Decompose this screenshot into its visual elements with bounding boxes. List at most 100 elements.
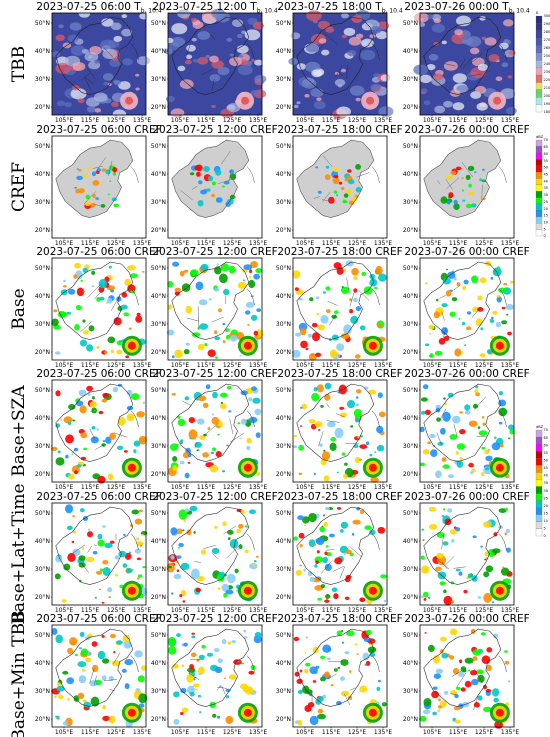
x-tick-label: 105°E xyxy=(423,484,441,491)
echo-cell xyxy=(504,532,508,536)
echo-cell xyxy=(217,433,220,436)
echo-cell xyxy=(492,548,501,554)
echo-cell xyxy=(175,528,183,535)
echo-cell xyxy=(196,449,199,452)
map-panel xyxy=(419,624,515,729)
colorbar-label: 50 xyxy=(544,458,548,462)
colorbar-label: 5 xyxy=(544,227,546,231)
panel-title: 2023-07-25 06:00 CREF xyxy=(36,246,161,258)
y-tick-label: 50°N xyxy=(151,632,166,639)
echo-cell xyxy=(326,309,331,314)
echo-cell xyxy=(340,521,349,529)
coastline xyxy=(371,166,380,183)
echo-cell xyxy=(73,447,79,452)
province-border xyxy=(443,556,455,568)
echo-cell xyxy=(244,525,248,528)
echo-cell xyxy=(123,312,130,317)
y-tick-label: 40°N xyxy=(35,538,50,545)
echo-cell xyxy=(452,415,461,424)
echo-cell xyxy=(98,588,102,591)
echo-cell xyxy=(83,447,88,451)
echo-cell xyxy=(436,552,444,559)
echo-cell xyxy=(484,467,490,471)
echo-cell xyxy=(441,457,447,462)
y-tick-label: 20°N xyxy=(403,104,418,111)
echo-cell xyxy=(238,523,244,529)
echo-cell xyxy=(167,304,173,310)
panel-title: 2023-07-26 00:00 CREF xyxy=(404,246,529,258)
panel-frame xyxy=(292,502,388,606)
province-border xyxy=(188,72,191,75)
echo-cell xyxy=(75,188,80,194)
echo-cell xyxy=(359,444,368,449)
echo-cell xyxy=(170,527,178,535)
echo-cell xyxy=(195,587,201,593)
echo-cell xyxy=(316,550,320,554)
province-border xyxy=(469,53,483,65)
panel-frame xyxy=(167,257,263,361)
echo-cell xyxy=(343,324,352,335)
echo-cell xyxy=(243,264,253,270)
echo-cell xyxy=(223,288,230,296)
coastline xyxy=(246,43,255,60)
echo-cell xyxy=(193,683,200,688)
cloud-patch xyxy=(227,103,241,113)
cloud-patch xyxy=(349,85,365,96)
echo-cell xyxy=(92,550,98,555)
x-tick-label: 135°E xyxy=(249,607,267,614)
echo-cell xyxy=(456,460,463,468)
echo-cell xyxy=(429,332,432,335)
echo-cell xyxy=(443,690,449,695)
y-tick-label: 20°N xyxy=(35,104,50,111)
x-tick-label: 125°E xyxy=(348,729,366,736)
echo-cell xyxy=(138,693,148,704)
country-border xyxy=(171,383,250,462)
echo-cell xyxy=(344,577,351,583)
echo-cell xyxy=(107,298,113,304)
echo-cell xyxy=(383,599,387,603)
echo-cell xyxy=(172,663,179,669)
echo-cell xyxy=(190,652,197,658)
country-border xyxy=(296,383,375,462)
echo-cell xyxy=(126,568,133,574)
colorbar-label: 0 xyxy=(544,534,546,538)
cloud-patch xyxy=(296,63,306,70)
coastline xyxy=(371,533,380,550)
echo-cell xyxy=(315,166,319,169)
echo-cell xyxy=(491,601,495,604)
cloud-patch xyxy=(428,53,439,61)
y-tick-label: 30°N xyxy=(151,688,166,695)
echo-cell xyxy=(442,508,446,511)
y-tick-label: 20°N xyxy=(276,349,291,356)
typhoon-eye xyxy=(366,96,375,105)
echo-cell xyxy=(97,539,105,547)
cloud-patch xyxy=(433,18,441,24)
province-border xyxy=(182,400,192,406)
echo-cell xyxy=(428,506,437,512)
echo-cell xyxy=(65,504,73,514)
echo-cell xyxy=(498,287,507,293)
colorbar-swatch xyxy=(535,60,543,68)
echo-cell xyxy=(53,309,58,313)
province-border xyxy=(210,34,216,40)
echo-cell xyxy=(343,193,349,198)
echo-cell xyxy=(496,296,502,303)
echo-cell xyxy=(504,660,510,665)
echo-cell xyxy=(455,451,459,455)
cloud-patch xyxy=(347,49,357,57)
echo-cell xyxy=(356,389,362,394)
echo-cell xyxy=(317,713,326,720)
y-tick-label: 20°N xyxy=(151,104,166,111)
colorbar-swatch xyxy=(535,458,543,466)
x-tick-label: 125°E xyxy=(107,240,125,247)
echo-cell xyxy=(74,262,81,269)
colorbar-label: 190 xyxy=(544,102,550,106)
colorbar-swatch xyxy=(535,104,543,113)
echo-cell xyxy=(214,330,218,335)
echo-cell xyxy=(424,409,431,415)
cloud-patch xyxy=(69,22,82,31)
province-border xyxy=(473,668,484,684)
echo-cell xyxy=(455,568,461,572)
y-tick-label: 40°N xyxy=(276,293,291,300)
echo-cell xyxy=(298,472,303,475)
